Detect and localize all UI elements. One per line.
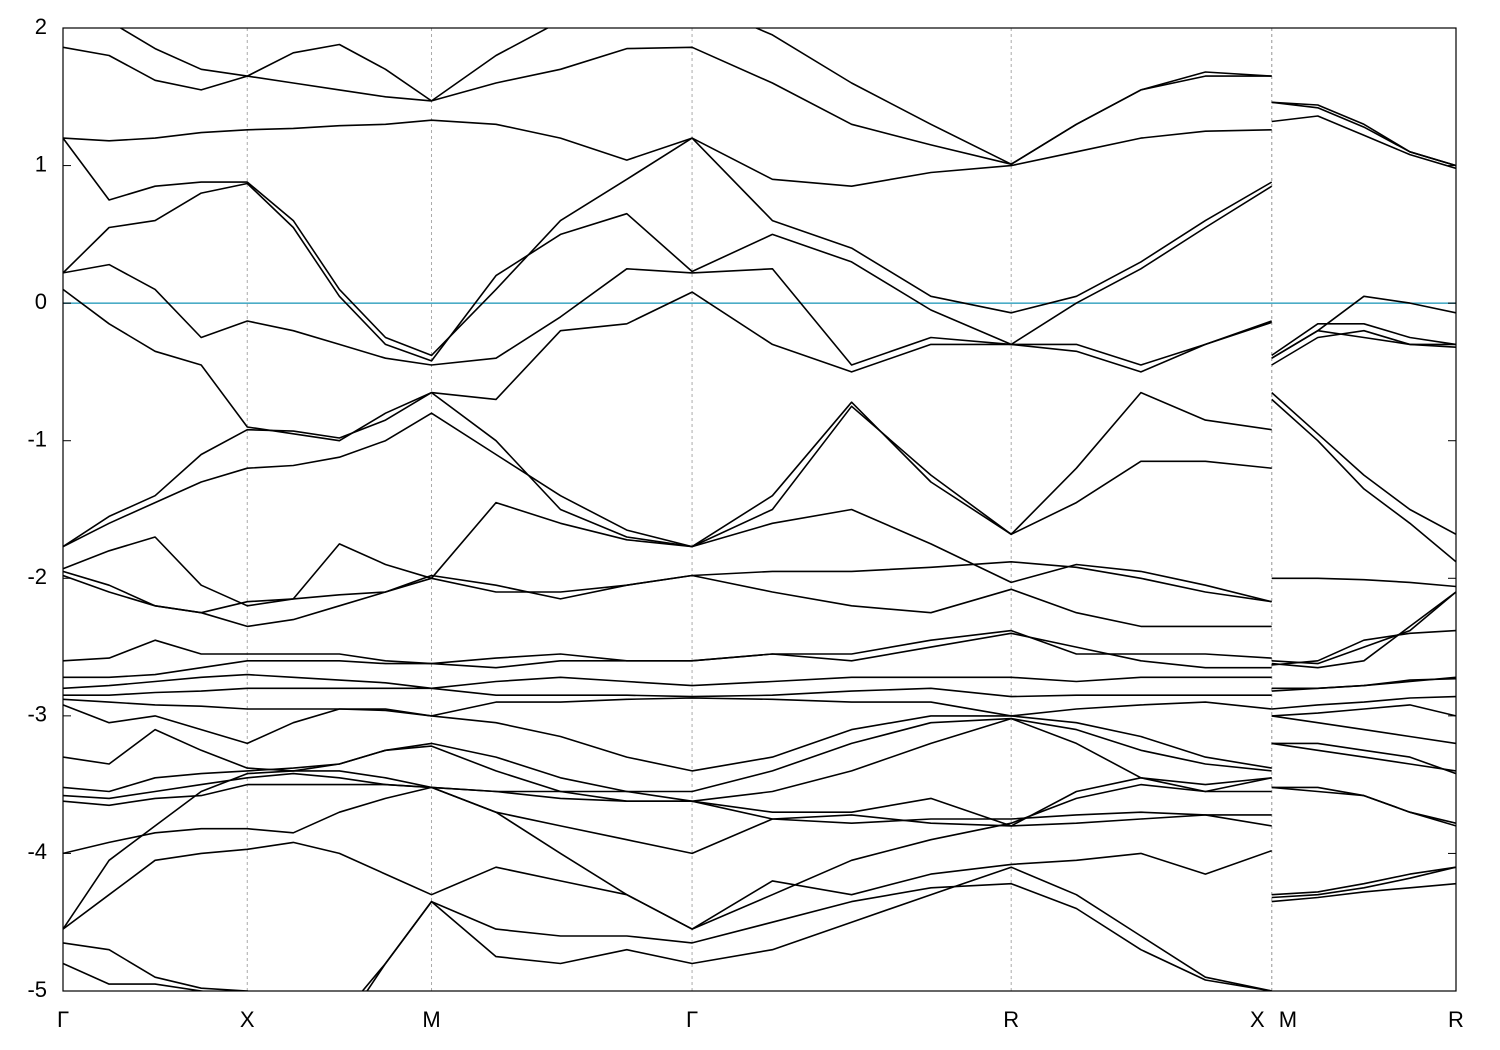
x-tick-label: X	[1250, 1007, 1265, 1032]
band-line	[63, 704, 1456, 772]
grid	[63, 28, 1456, 991]
band-line	[63, 561, 1456, 669]
band-line	[63, 770, 1456, 930]
y-tick-label: -2	[27, 564, 47, 589]
y-tick-label: -3	[27, 702, 47, 727]
y-tick-label: 2	[35, 14, 47, 39]
x-tick-label: Γ	[57, 1007, 69, 1032]
band-line	[63, 687, 1456, 710]
band-line	[63, 115, 1456, 187]
y-tick-label: -4	[27, 839, 47, 864]
band-line	[63, 591, 1456, 665]
band-line	[63, 772, 1456, 827]
band-line	[63, 137, 1456, 359]
x-tick-label: X	[240, 1007, 255, 1032]
band-line	[63, 882, 1272, 991]
band-line	[63, 391, 1456, 548]
band-line	[119, 28, 1456, 167]
y-tick-label: -5	[27, 977, 47, 1002]
y-tick-label: 0	[35, 289, 47, 314]
band-line	[63, 536, 1456, 628]
band-line	[63, 786, 1456, 896]
x-tick-label: Γ	[686, 1007, 698, 1032]
band-line	[63, 263, 1456, 373]
y-tick-label: 1	[35, 151, 47, 176]
band-line	[63, 866, 1272, 991]
y-tick-label: -1	[27, 427, 47, 452]
band-line	[63, 632, 1456, 690]
band-line	[63, 501, 1456, 666]
x-tick-label: R	[1448, 1007, 1464, 1032]
band-line	[63, 43, 1456, 167]
x-tick-label: R	[1003, 1007, 1019, 1032]
band-line	[63, 841, 1456, 930]
band-line	[63, 288, 1456, 442]
x-tick-label: M	[422, 1007, 440, 1032]
band-line	[63, 182, 1456, 362]
band-line	[63, 391, 1456, 563]
band-line	[63, 717, 1456, 793]
x-tick-label: M	[1279, 1007, 1297, 1032]
band-line	[63, 673, 1456, 692]
bands	[63, 28, 1456, 991]
plot-frame	[62, 27, 1457, 992]
band-line	[63, 783, 1456, 827]
band-line	[63, 697, 1456, 717]
